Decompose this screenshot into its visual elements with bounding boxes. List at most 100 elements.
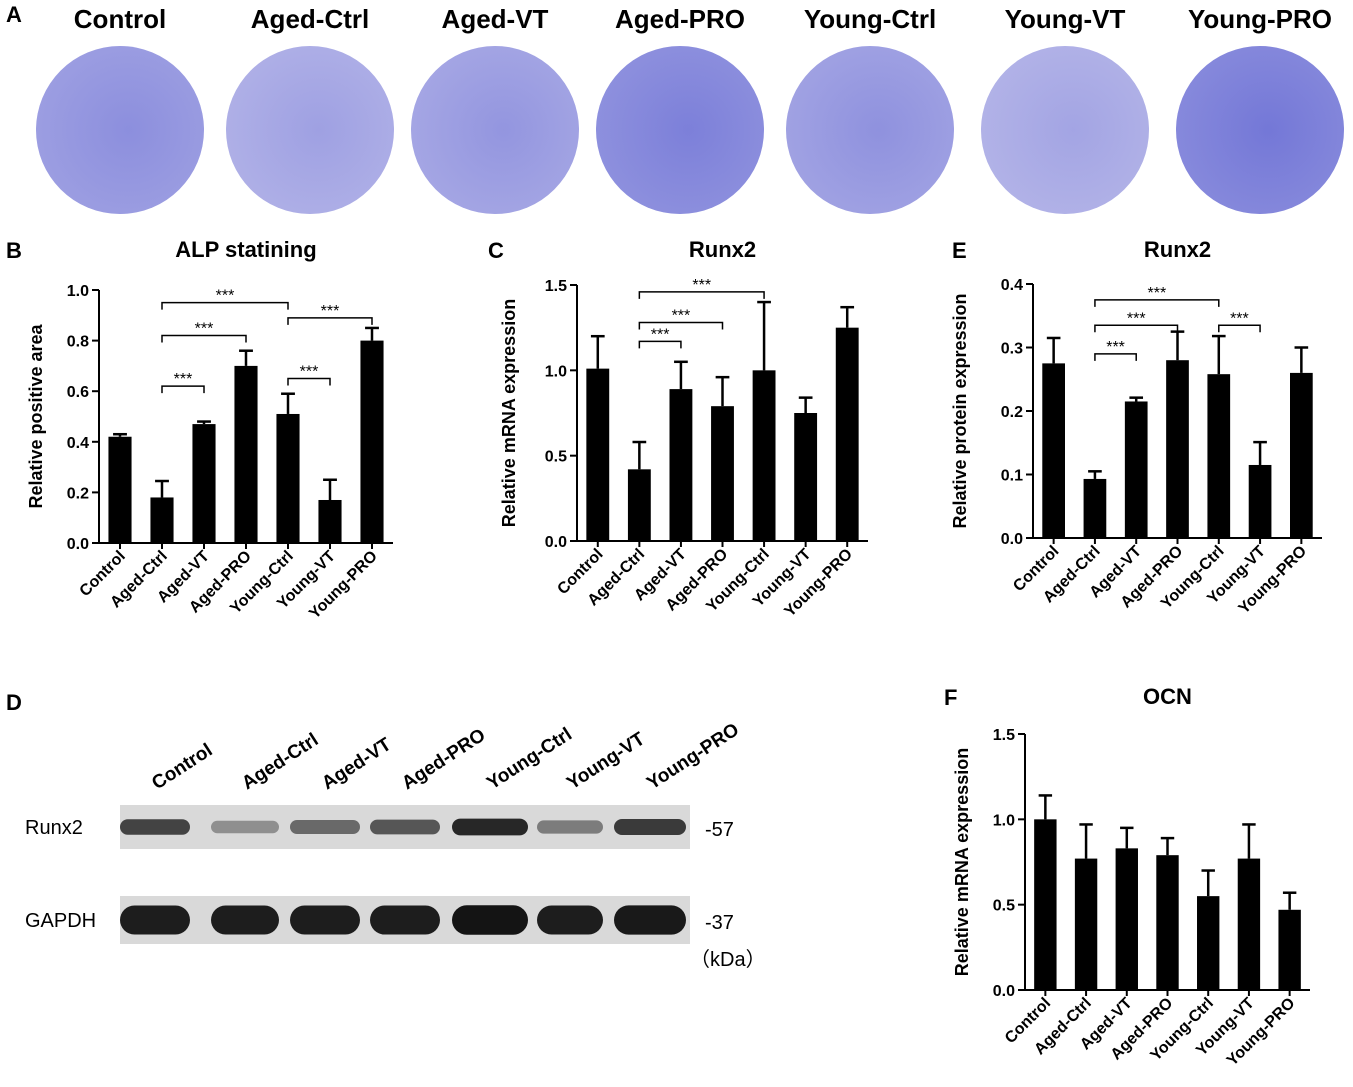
protein-band — [537, 905, 603, 935]
significance-label: *** — [174, 371, 193, 388]
significance-label: *** — [672, 308, 691, 325]
protein-band — [211, 820, 279, 834]
y-tick-label: 0.0 — [993, 983, 1015, 1000]
bar — [1278, 909, 1301, 990]
well-label: Young-PRO — [1188, 4, 1332, 34]
stained-well — [596, 46, 764, 214]
bar — [1034, 819, 1057, 990]
protein-band — [370, 905, 440, 935]
y-tick-label: 0.8 — [67, 334, 89, 351]
chart-title: OCN — [1143, 684, 1192, 709]
molecular-weight-marker: -37 — [705, 912, 734, 934]
chart-title: ALP statining — [175, 237, 316, 262]
bar — [1237, 858, 1261, 990]
stained-well — [786, 46, 954, 214]
significance-bracket — [638, 340, 682, 349]
alp-stain-wells: Control Aged-Ctrl Aged-VT Aged-PRO Young-Ctr… — [36, 4, 1344, 214]
panel-letter-c: C — [488, 238, 504, 263]
significance-bracket — [161, 334, 247, 343]
well-label: Young-VT — [1005, 4, 1126, 34]
y-tick-label: 1.0 — [67, 283, 89, 300]
y-tick-label: 0.2 — [1001, 404, 1023, 421]
bar — [1074, 858, 1098, 990]
panel-letter-b: B — [6, 238, 22, 263]
bar — [360, 340, 384, 543]
lane-label: Control — [148, 740, 216, 794]
panel-letter-e: E — [952, 238, 967, 263]
panel-letter-d: D — [6, 690, 22, 715]
panel-letter-a: A — [6, 2, 22, 27]
y-tick-label: 0.5 — [993, 898, 1015, 915]
bar — [276, 413, 300, 543]
protein-band — [614, 819, 686, 835]
y-tick-label: 0.0 — [67, 536, 89, 553]
bar — [318, 499, 342, 543]
significance-bracket — [638, 321, 724, 330]
molecular-weight-marker: -57 — [705, 819, 734, 841]
bar — [1207, 374, 1231, 538]
protein-band — [120, 819, 190, 835]
stained-well — [226, 46, 394, 214]
protein-band — [614, 905, 686, 935]
bar — [192, 424, 216, 543]
y-tick-label: 1.0 — [993, 812, 1015, 829]
protein-band — [120, 905, 190, 935]
bar — [1248, 464, 1272, 538]
kda-label: （kDa） — [690, 948, 766, 971]
protein-band — [452, 905, 528, 935]
stained-well — [981, 46, 1149, 214]
bar — [1197, 896, 1220, 990]
well-label: Aged-VT — [442, 4, 549, 34]
well-label: Aged-Ctrl — [251, 4, 369, 34]
significance-label: *** — [321, 303, 340, 320]
chart-runx2-protein: Runx2 0.0 0.1 0.2 0.3 0.4 Relative protein exp… — [950, 237, 1322, 617]
chart-title: Runx2 — [1144, 237, 1211, 262]
bar — [669, 389, 693, 541]
y-tick-label: 0.4 — [67, 435, 89, 452]
significance-label: *** — [1127, 310, 1146, 327]
lane-label: Aged-Ctrl — [238, 729, 322, 794]
y-tick-label: 0.0 — [545, 534, 567, 551]
bar — [1042, 363, 1065, 538]
bar — [1124, 401, 1148, 538]
y-axis-label: Relative mRNA expression — [499, 299, 519, 527]
bar — [752, 370, 776, 541]
protein-band — [211, 905, 279, 935]
significance-bracket — [287, 317, 373, 325]
bar — [794, 413, 818, 541]
stained-well — [411, 46, 579, 214]
bar — [627, 469, 651, 541]
y-tick-label: 1.5 — [545, 278, 567, 295]
significance-bracket — [1094, 299, 1220, 307]
significance-label: *** — [1148, 285, 1167, 302]
stained-well — [36, 46, 204, 214]
lane-label: Aged-PRO — [398, 725, 489, 794]
lane-label: Aged-VT — [318, 734, 395, 794]
protein-band — [370, 819, 440, 835]
y-tick-label: 0.2 — [67, 485, 89, 502]
significance-label: *** — [651, 326, 670, 343]
bar — [1083, 478, 1107, 538]
y-tick-label: 1.0 — [545, 363, 567, 380]
y-axis-label: Relative mRNA expression — [952, 748, 972, 976]
row-label: GAPDH — [25, 910, 96, 932]
lane-label: Young-Ctrl — [483, 724, 576, 794]
y-tick-label: 1.5 — [993, 727, 1015, 744]
protein-band — [290, 905, 360, 935]
bar — [1156, 855, 1179, 990]
y-axis-label: Relative positive area — [26, 323, 46, 508]
significance-bracket — [638, 291, 765, 299]
significance-label: *** — [216, 288, 235, 305]
panel-letter-f: F — [944, 685, 957, 710]
bar — [835, 327, 859, 541]
significance-label: *** — [300, 364, 319, 381]
bar — [108, 436, 132, 543]
row-label: Runx2 — [25, 817, 83, 839]
well-label: Young-Ctrl — [804, 4, 936, 34]
lane-label: Young-VT — [563, 728, 649, 794]
bar — [1290, 372, 1313, 538]
significance-label: *** — [1106, 339, 1125, 356]
lane-label: Young-PRO — [643, 719, 743, 794]
